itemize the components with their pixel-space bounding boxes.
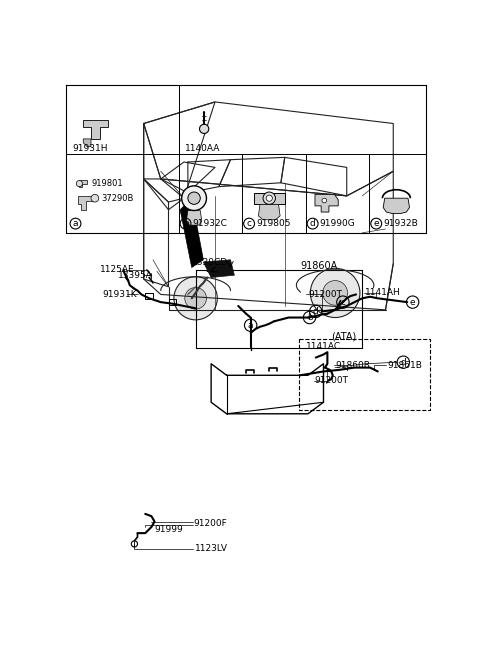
Text: d: d xyxy=(400,357,406,367)
Circle shape xyxy=(266,195,272,201)
Text: a: a xyxy=(248,321,253,330)
Polygon shape xyxy=(83,139,91,147)
Text: 91200T: 91200T xyxy=(308,290,342,299)
Text: (ATA): (ATA) xyxy=(331,332,357,342)
Text: b: b xyxy=(183,219,189,228)
Text: d: d xyxy=(310,219,315,228)
Polygon shape xyxy=(78,196,95,210)
Text: 91860B: 91860B xyxy=(335,361,370,370)
Text: 13395A: 13395A xyxy=(118,271,153,280)
Text: 91932B: 91932B xyxy=(383,219,418,228)
Text: b: b xyxy=(307,313,312,322)
Circle shape xyxy=(91,194,99,202)
Polygon shape xyxy=(254,193,285,204)
Circle shape xyxy=(185,288,206,309)
Text: c: c xyxy=(247,219,252,228)
Circle shape xyxy=(174,277,217,320)
Text: 1141AH: 1141AH xyxy=(365,288,401,298)
Circle shape xyxy=(76,181,83,187)
Text: 1140AA: 1140AA xyxy=(185,144,220,152)
Text: 91200F: 91200F xyxy=(193,520,227,528)
Text: 37290B: 37290B xyxy=(101,194,133,203)
Text: 91932C: 91932C xyxy=(192,219,228,228)
Text: d: d xyxy=(313,307,319,316)
Polygon shape xyxy=(180,198,204,267)
Circle shape xyxy=(188,192,200,204)
Text: c: c xyxy=(340,298,346,307)
Text: e: e xyxy=(410,298,415,307)
Circle shape xyxy=(323,281,348,306)
Text: 91990G: 91990G xyxy=(320,219,355,228)
Text: 1339CD: 1339CD xyxy=(192,258,228,267)
Text: a: a xyxy=(73,219,78,228)
Text: 1123LV: 1123LV xyxy=(195,544,228,553)
Circle shape xyxy=(200,124,209,133)
Polygon shape xyxy=(383,198,409,214)
Circle shape xyxy=(322,198,326,203)
Circle shape xyxy=(311,268,360,317)
Text: 1141AC: 1141AC xyxy=(306,342,342,351)
Text: 91931H: 91931H xyxy=(72,144,108,152)
Circle shape xyxy=(263,192,276,204)
Polygon shape xyxy=(258,204,280,219)
Polygon shape xyxy=(315,194,338,212)
Text: 91860A: 91860A xyxy=(300,261,337,271)
Text: 91931K: 91931K xyxy=(103,290,137,299)
Polygon shape xyxy=(186,210,202,225)
Text: 919801: 919801 xyxy=(91,179,122,188)
Polygon shape xyxy=(83,120,108,139)
Text: 919805: 919805 xyxy=(256,219,290,228)
Text: 1125AE: 1125AE xyxy=(100,265,135,275)
Polygon shape xyxy=(79,181,87,187)
Text: 91200T: 91200T xyxy=(314,376,348,385)
Circle shape xyxy=(181,186,206,210)
Text: 91999: 91999 xyxy=(155,525,183,533)
Text: 91861B: 91861B xyxy=(387,361,422,370)
Text: e: e xyxy=(373,219,379,228)
Polygon shape xyxy=(204,260,234,277)
